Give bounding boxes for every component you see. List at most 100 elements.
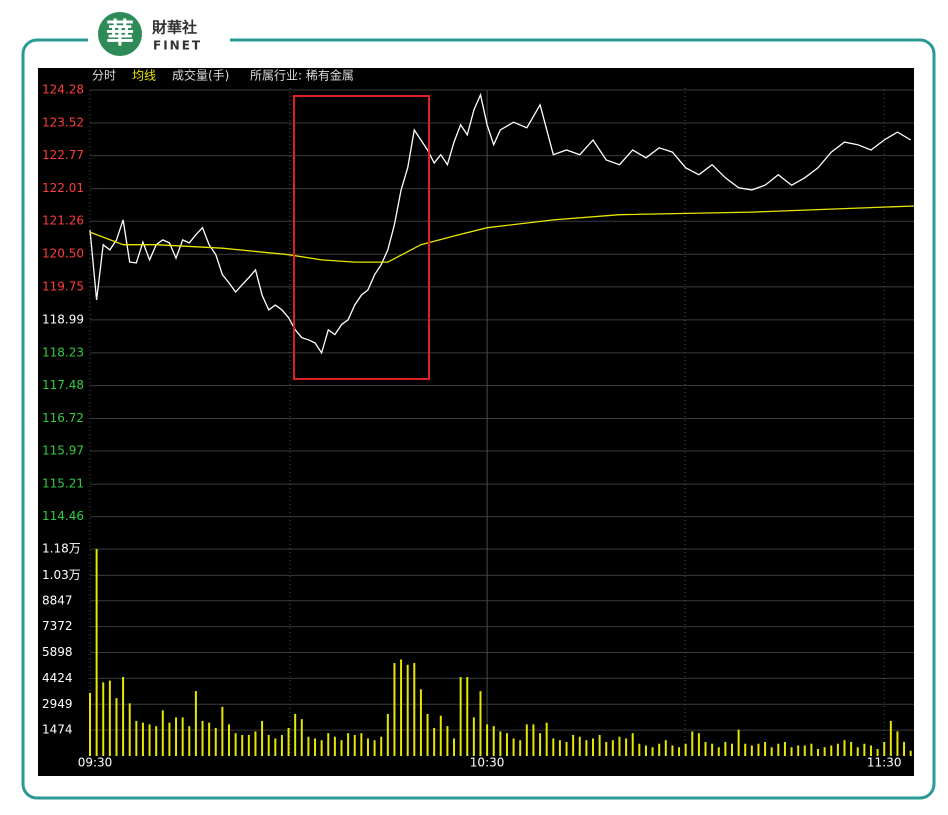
volume-bar [439,715,442,756]
volume-bar [161,710,164,756]
volume-bar [122,677,125,756]
volume-bar [201,720,204,756]
volume-bar [360,733,363,756]
volume-bar [737,729,740,756]
logo-name: 財華社 [151,19,197,37]
y-tick-label: 2949 [42,697,73,711]
volume-bar [730,743,733,756]
volume-bar [525,724,528,756]
frame [21,38,936,800]
volume-bar [598,734,601,756]
volume-bar [704,741,707,756]
y-tick-label: 122.77 [42,148,84,162]
volume-bar [539,733,542,756]
volume-bar [208,722,211,756]
plot: 124.28 123.52 122.77 122.01 121.26 120.50 119.… [42,83,914,770]
volume-bar [532,724,535,756]
volume-bar [128,703,131,756]
volume-bar [783,741,786,756]
y-tick-label: 115.21 [42,477,84,491]
volume-bar [486,724,489,756]
volume-bar [552,738,555,756]
volume-bar [644,745,647,756]
y-tick-label: 119.75 [42,279,84,293]
volume-bar [314,738,317,756]
y-tick-label: 7372 [42,619,73,633]
volume-bar [757,743,760,756]
volume-bar [777,743,780,756]
volume-bar [472,717,475,756]
toolbar-item[interactable]: 分时 [92,69,116,83]
volume-bar [406,664,409,756]
y-tick-label: 1.18万 [42,542,81,556]
toolbar-item[interactable]: 所属行业: 稀有金属 [250,68,354,83]
y-tick-label: 123.52 [42,116,84,130]
y-tick-label: 5898 [42,645,73,659]
volume-bar [790,747,793,756]
volume-bar [797,745,800,756]
volume-bar [651,747,654,756]
toolbar-item[interactable]: 均线 [132,69,156,83]
volume-bar [386,713,389,756]
volume-bar [307,736,310,756]
volume-bar [578,736,581,756]
volume-bar [373,740,376,756]
y-tick-label: 4424 [42,671,73,685]
volume-bar [519,740,522,756]
volume-bar [678,747,681,756]
volume-bar [261,720,264,756]
logo-emblem-bg [98,12,142,56]
volume-bar [909,750,912,756]
volume-bar [254,731,257,756]
toolbar-item[interactable]: 成交量(手) [172,68,229,83]
volume-bar [426,713,429,756]
volume-bar [108,680,111,756]
volume-bar [744,743,747,756]
volume-bar [605,741,608,756]
volume-bar [188,726,191,756]
volume-bar [863,743,866,756]
volume-bar [512,738,515,756]
volume-bar [479,691,482,756]
y-tick-label: 117.48 [42,378,84,392]
volume-bar [770,747,773,756]
y-tick-label: 115.97 [42,444,84,458]
volume-bar [697,733,700,756]
volume-bar [850,741,853,756]
volume-bar [684,743,687,756]
volume-bar [446,726,449,756]
volume-bar [836,743,839,756]
logo-emblem: 華 [106,17,134,50]
y-tick-label: 1474 [42,723,73,737]
volume-bar [393,663,396,756]
volume-bar [241,734,244,756]
volume-bar [333,736,336,756]
price-line [89,205,915,263]
volume-bar [803,745,806,756]
y-tick-label: 120.50 [42,247,84,261]
volume-bar [155,726,158,756]
volume-bar [214,727,217,756]
volume-bar [889,720,892,756]
volume-bar [466,677,469,756]
volume-bar [247,734,250,756]
chart-background [38,68,914,776]
volume-bar [823,747,826,756]
volume-bar [459,677,462,756]
volume-bar [102,682,105,756]
volume-bar [380,736,383,756]
volume-bar [135,720,138,756]
x-tick-label: 09:30 [78,756,113,770]
volume-bar [817,748,820,756]
volume-bar [691,731,694,756]
volume-bar [558,740,561,756]
y-tick-label: 122.01 [42,181,84,195]
volume-bar [572,734,575,756]
volume-bar [711,743,714,756]
volume-bar [280,734,283,756]
y-tick-label: 124.28 [42,83,84,97]
y-tick-label: 118.99 [42,312,84,326]
volume-bar [366,738,369,756]
volume-bar [592,738,595,756]
